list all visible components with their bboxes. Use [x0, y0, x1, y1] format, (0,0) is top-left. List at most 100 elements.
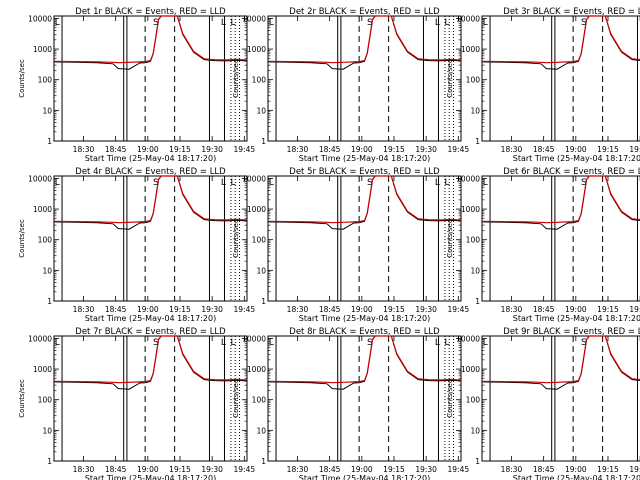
y-tick-label: 10	[470, 266, 480, 275]
plot-frame	[481, 175, 640, 302]
y-tick-label: 10	[470, 106, 480, 115]
x-tick-label: 19:30	[201, 145, 223, 154]
x-axis-label: Start Time (25-May-04 18:17:20)	[299, 474, 430, 480]
y-tick-label: 10	[42, 266, 52, 275]
x-tick-label: 18:45	[105, 305, 127, 314]
y-tick-label: 1000	[461, 205, 480, 214]
panel-title: Det 8r BLACK = Events, RED = LLD	[289, 327, 440, 337]
events-series-line	[268, 176, 461, 230]
y-tick-label: 10	[42, 426, 52, 435]
marker-glyph: L	[55, 178, 60, 188]
y-tick-label: 1000	[33, 205, 52, 214]
x-tick-label: 19:30	[415, 145, 437, 154]
y-axis-label: Counts/sec	[446, 379, 454, 418]
x-tick-label: 19:00	[351, 305, 373, 314]
x-tick-label: 19:45	[448, 145, 470, 154]
x-tick-label: 18:30	[501, 305, 523, 314]
x-tick-label: 19:15	[169, 145, 191, 154]
x-tick-label: 19:00	[137, 465, 159, 474]
y-tick-label: 100	[252, 236, 267, 245]
x-tick-label: 19:00	[565, 465, 587, 474]
x-tick-label: 18:45	[319, 305, 341, 314]
lld-series-line	[482, 176, 640, 224]
x-tick-label: 19:30	[201, 465, 223, 474]
lld-series-line	[482, 16, 640, 64]
events-series-line	[268, 336, 461, 390]
plot-frame	[267, 175, 462, 302]
x-tick-label: 19:45	[448, 465, 470, 474]
events-series-line	[54, 336, 247, 390]
x-tick-label: 18:30	[501, 145, 523, 154]
y-tick-label: 10000	[28, 174, 52, 183]
x-tick-label: 18:30	[287, 145, 309, 154]
panel-title: Det 1r BLACK = Events, RED = LLD	[75, 7, 226, 17]
y-tick-label: 100	[466, 236, 481, 245]
panel-6: Det 6r BLACK = Events, RED = LLD 1 10 100 10…	[446, 167, 640, 323]
x-axis-label: Start Time (25-May-04 18:17:20)	[299, 154, 430, 163]
panel-title: Det 4r BLACK = Events, RED = LLD	[75, 167, 226, 177]
y-tick-label: 100	[38, 396, 53, 405]
y-tick-label: 1	[261, 457, 266, 466]
x-tick-label: 18:45	[319, 465, 341, 474]
y-tick-label: 1000	[247, 365, 266, 374]
x-axis-label: Start Time (25-May-04 18:17:20)	[299, 314, 430, 323]
y-tick-label: 1000	[247, 45, 266, 54]
x-tick-label: 18:45	[105, 465, 127, 474]
x-axis-label: Start Time (25-May-04 18:17:20)	[513, 314, 640, 323]
x-tick-label: 19:15	[169, 465, 191, 474]
x-tick-label: 18:45	[533, 305, 555, 314]
events-series-line	[482, 16, 640, 70]
panel-7: Det 7r BLACK = Events, RED = LLD 1 10 100 10…	[18, 327, 255, 480]
plot-frame	[481, 335, 640, 462]
panel-title: Det 3r BLACK = Events, RED = LLD	[503, 7, 640, 17]
y-tick-label: 1000	[461, 45, 480, 54]
marker-glyph: L	[231, 178, 236, 188]
x-axis-label: Start Time (25-May-04 18:17:20)	[513, 154, 640, 163]
lld-series-line	[482, 336, 640, 384]
marker-glyph: S	[367, 338, 373, 348]
panel-title: Det 9r BLACK = Events, RED = LLD	[503, 327, 640, 337]
x-tick-label: 19:15	[597, 465, 619, 474]
x-tick-label: 18:30	[73, 465, 95, 474]
marker-glyph: L	[445, 338, 450, 348]
marker-glyph: S	[153, 18, 159, 28]
x-tick-label: 18:30	[287, 305, 309, 314]
x-tick-label: 19:30	[415, 465, 437, 474]
y-tick-label: 1	[261, 297, 266, 306]
marker-glyph: L	[231, 338, 236, 348]
marker-glyph: L	[435, 178, 440, 188]
panel-4: Det 4r BLACK = Events, RED = LLD 1 10 100 10…	[18, 167, 255, 323]
plot-frame	[53, 175, 248, 302]
x-tick-label: 19:45	[234, 465, 256, 474]
x-tick-label: 18:30	[73, 305, 95, 314]
y-tick-label: 100	[466, 76, 481, 85]
y-tick-label: 1	[475, 137, 480, 146]
y-axis-label: Counts/sec	[232, 59, 240, 98]
x-tick-label: 18:45	[105, 145, 127, 154]
x-tick-label: 19:15	[597, 305, 619, 314]
x-axis-label: Start Time (25-May-04 18:17:20)	[85, 154, 216, 163]
plot-frame	[267, 335, 462, 462]
panel-2: Det 2r BLACK = Events, RED = LLD 1 10 100 10…	[232, 7, 469, 163]
marker-glyph: S	[367, 18, 373, 28]
panel-title: Det 5r BLACK = Events, RED = LLD	[289, 167, 440, 177]
lld-series-line	[54, 16, 247, 64]
marker-glyph: S	[581, 18, 587, 28]
panel-3: Det 3r BLACK = Events, RED = LLD 1 10 100 10…	[446, 7, 640, 163]
x-tick-label: 19:30	[629, 145, 640, 154]
y-tick-label: 10	[256, 426, 266, 435]
plot-frame	[267, 15, 462, 142]
x-tick-label: 19:15	[383, 145, 405, 154]
marker-glyph: L	[55, 338, 60, 348]
y-axis-label: Counts/sec	[446, 59, 454, 98]
y-axis-label: Counts/sec	[18, 59, 26, 98]
y-tick-label: 100	[38, 76, 53, 85]
events-series-line	[268, 16, 461, 70]
x-axis-label: Start Time (25-May-04 18:17:20)	[513, 474, 640, 480]
x-tick-label: 19:15	[597, 145, 619, 154]
y-tick-label: 100	[252, 76, 267, 85]
x-tick-label: 18:30	[287, 465, 309, 474]
y-tick-label: 1000	[247, 205, 266, 214]
